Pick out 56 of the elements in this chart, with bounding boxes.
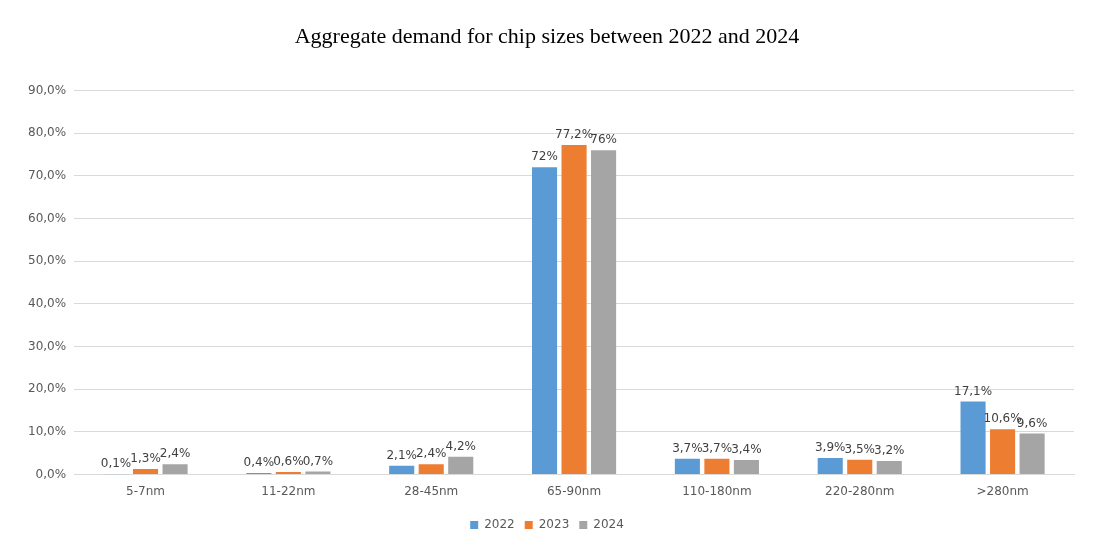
data-label: 1,3% [130, 451, 161, 466]
bar [389, 465, 415, 475]
bar [733, 460, 759, 475]
data-label: 3,7% [672, 440, 703, 455]
data-label: 3,5% [844, 441, 875, 456]
bar [448, 456, 474, 475]
legend-label: 2023 [538, 517, 570, 532]
y-tick-label: 60,0% [28, 210, 67, 225]
data-label: 3,2% [874, 443, 905, 458]
x-tick-label: 28-45nm [404, 483, 459, 498]
data-label: 17,1% [954, 383, 993, 398]
bar [704, 458, 730, 475]
data-label: 0,6% [273, 454, 304, 469]
y-tick-label: 20,0% [28, 381, 67, 396]
y-tick-label: 40,0% [28, 295, 67, 310]
data-label: 0,1% [100, 456, 132, 471]
bar [275, 472, 301, 475]
x-tick-label: >280nm [976, 483, 1029, 498]
data-label: 3,7% [701, 440, 733, 455]
x-tick-label: 220-280nm [825, 483, 895, 498]
bar [817, 457, 843, 475]
bar [990, 429, 1016, 475]
data-label: 72% [531, 149, 558, 164]
bar [876, 460, 902, 475]
y-tick-label: 30,0% [28, 338, 67, 353]
x-tick-label: 5-7nm [126, 483, 165, 498]
legend-label: 2024 [593, 517, 624, 532]
data-label: 2,1% [386, 447, 417, 462]
data-label: 3,4% [731, 442, 762, 457]
data-label: 0,4% [243, 455, 275, 470]
legend-label: 2022 [484, 517, 515, 532]
data-label: 0,7% [302, 453, 334, 468]
y-tick-label: 50,0% [28, 253, 67, 268]
y-tick-label: 0,0% [35, 466, 67, 481]
bar [561, 145, 587, 475]
bar [591, 150, 617, 475]
x-tick-label: 65-90nm [546, 483, 602, 498]
x-tick-label: 11-22nm [261, 483, 316, 498]
bar [418, 464, 444, 475]
bar [960, 401, 986, 475]
bar [1019, 433, 1045, 475]
y-tick-label: 80,0% [28, 125, 67, 140]
data-label: 2,4% [159, 446, 191, 461]
bar [847, 459, 873, 475]
bar [133, 469, 159, 475]
y-tick-label: 70,0% [28, 167, 67, 182]
bar [162, 464, 188, 475]
y-tick-label: 10,0% [28, 424, 67, 439]
data-label: 4,2% [445, 438, 476, 453]
data-label: 3,9% [814, 440, 846, 455]
y-tick-label: 90,0% [28, 82, 67, 97]
bar [531, 167, 558, 475]
bar [674, 458, 700, 475]
x-tick-label: 110-180nm [682, 483, 752, 498]
chart-title: Aggregate demand for chip sizes between 2022 and 2024 [294, 22, 800, 48]
data-label: 77,2% [555, 127, 594, 142]
